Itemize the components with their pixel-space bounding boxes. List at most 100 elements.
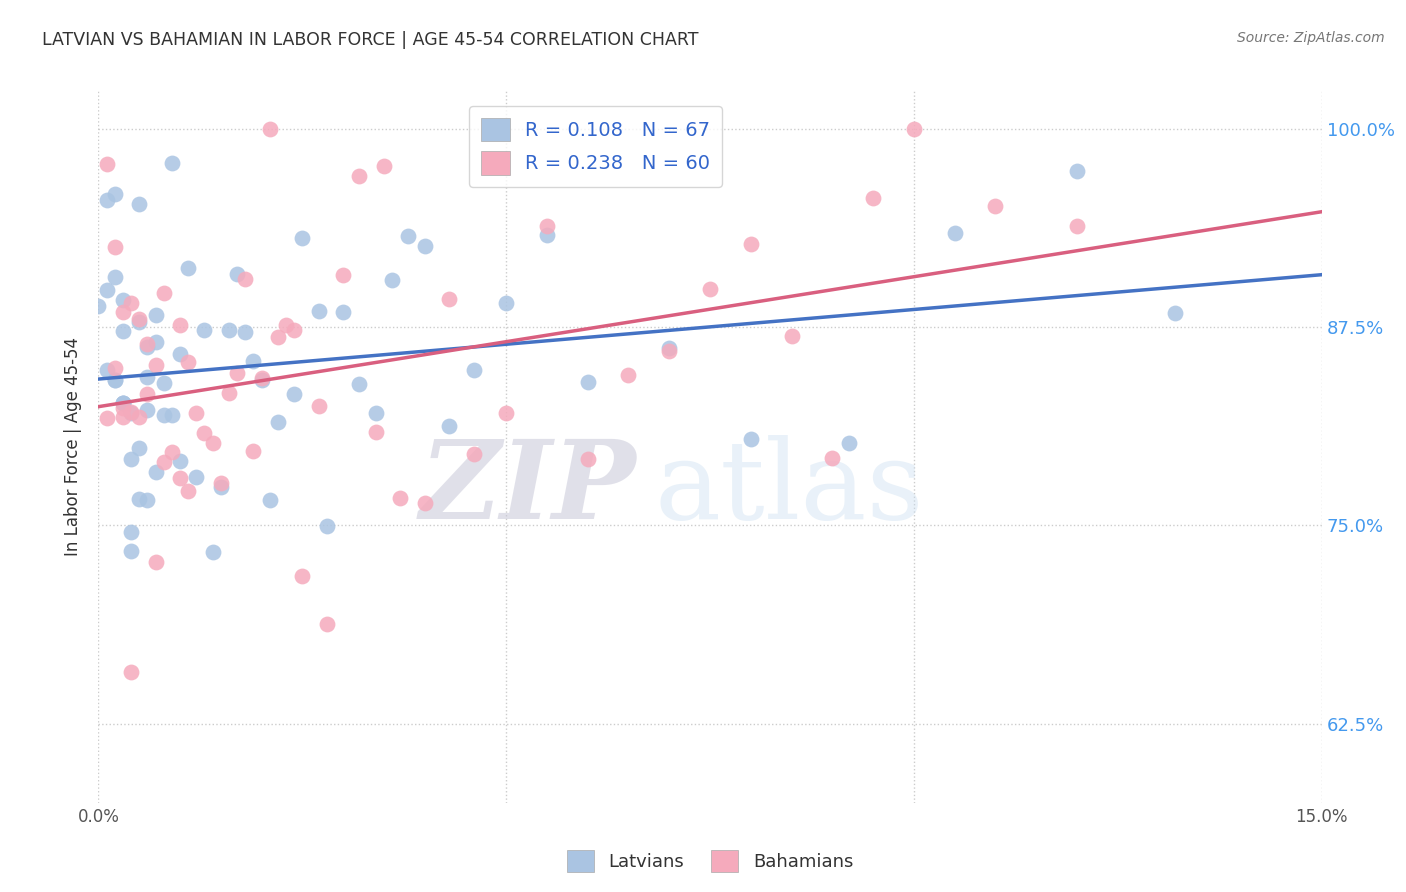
Point: [332, 304, 354, 318]
Point: [332, 268, 354, 282]
Point: [903, 121, 925, 136]
Point: [315, 519, 337, 533]
Point: [136, 387, 159, 401]
Point: [259, 492, 281, 507]
Point: [233, 271, 256, 285]
Point: [218, 323, 240, 337]
Point: [291, 569, 314, 583]
Point: [177, 260, 200, 275]
Point: [111, 396, 134, 410]
Point: [617, 368, 640, 382]
Point: [120, 524, 142, 539]
Point: [104, 186, 127, 201]
Point: [96, 363, 118, 377]
Point: [838, 436, 860, 450]
Point: [145, 465, 167, 479]
Point: [242, 444, 264, 458]
Point: [152, 455, 174, 469]
Point: [136, 403, 159, 417]
Point: [226, 366, 249, 380]
Text: ZIP: ZIP: [420, 435, 637, 542]
Y-axis label: In Labor Force | Age 45-54: In Labor Force | Age 45-54: [65, 336, 83, 556]
Point: [821, 450, 844, 465]
Point: [145, 555, 167, 569]
Point: [96, 193, 118, 207]
Point: [658, 342, 681, 356]
Point: [308, 303, 330, 318]
Point: [862, 191, 884, 205]
Point: [128, 492, 150, 507]
Point: [740, 432, 762, 446]
Point: [160, 445, 183, 459]
Point: [111, 410, 134, 425]
Point: [120, 406, 142, 420]
Point: [152, 285, 174, 300]
Point: [259, 121, 281, 136]
Point: [308, 399, 330, 413]
Point: [242, 354, 264, 368]
Point: [1164, 306, 1187, 320]
Point: [218, 385, 240, 400]
Point: [120, 296, 142, 310]
Point: [136, 340, 159, 354]
Point: [96, 157, 118, 171]
Point: [267, 329, 290, 343]
Point: [160, 156, 183, 170]
Point: [233, 325, 256, 339]
Point: [104, 373, 127, 387]
Point: [177, 355, 200, 369]
Legend: Latvians, Bahamians: Latvians, Bahamians: [560, 843, 860, 880]
Point: [283, 387, 305, 401]
Point: [364, 425, 387, 439]
Point: [120, 451, 142, 466]
Point: [364, 406, 387, 420]
Point: [145, 308, 167, 322]
Point: [111, 396, 134, 410]
Point: [169, 318, 191, 332]
Point: [740, 236, 762, 251]
Point: [209, 480, 232, 494]
Point: [111, 293, 134, 307]
Point: [120, 544, 142, 558]
Point: [111, 396, 134, 410]
Point: [120, 405, 142, 419]
Point: [373, 159, 395, 173]
Point: [576, 452, 599, 467]
Point: [1066, 164, 1088, 178]
Point: [576, 376, 599, 390]
Point: [381, 273, 404, 287]
Point: [536, 219, 558, 233]
Point: [201, 545, 224, 559]
Point: [780, 328, 803, 343]
Point: [128, 410, 150, 425]
Point: [169, 454, 191, 468]
Point: [250, 373, 273, 387]
Point: [463, 447, 485, 461]
Point: [104, 240, 127, 254]
Point: [186, 470, 208, 484]
Point: [984, 199, 1007, 213]
Point: [128, 197, 150, 211]
Point: [128, 315, 150, 329]
Point: [136, 493, 159, 508]
Point: [104, 360, 127, 375]
Point: [250, 370, 273, 384]
Point: [136, 337, 159, 351]
Point: [437, 418, 460, 433]
Point: [152, 408, 174, 422]
Point: [658, 344, 681, 359]
Point: [128, 311, 150, 326]
Point: [267, 415, 290, 429]
Text: LATVIAN VS BAHAMIAN IN LABOR FORCE | AGE 45-54 CORRELATION CHART: LATVIAN VS BAHAMIAN IN LABOR FORCE | AGE…: [42, 31, 699, 49]
Point: [136, 370, 159, 384]
Point: [120, 665, 142, 680]
Point: [104, 373, 127, 387]
Point: [389, 491, 412, 505]
Point: [349, 376, 371, 391]
Point: [96, 410, 118, 425]
Point: [169, 347, 191, 361]
Point: [495, 406, 517, 420]
Point: [145, 358, 167, 372]
Text: atlas: atlas: [655, 435, 925, 542]
Point: [1066, 219, 1088, 234]
